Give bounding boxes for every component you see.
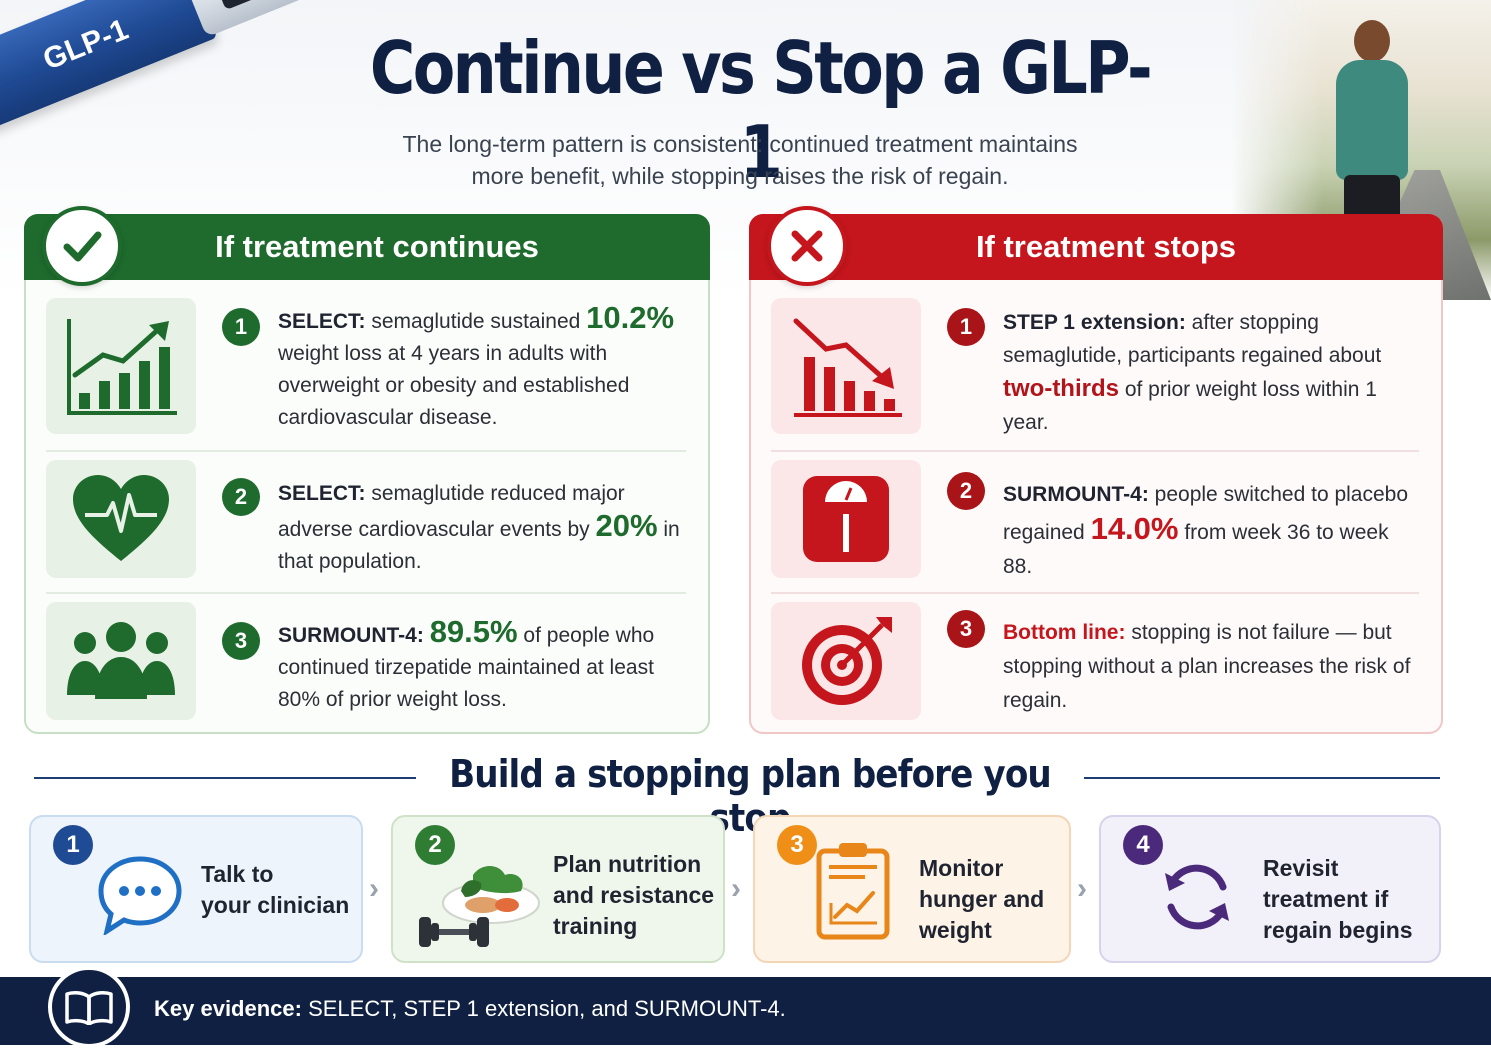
item-text: SURMOUNT-4: people switched to placebo r… (1003, 483, 1409, 578)
item-text: SELECT: semaglutide reduced major advers… (278, 482, 680, 573)
chevron-right-icon: › (731, 872, 741, 905)
plan-step-3: 3 Monitor hunger and weight (753, 815, 1071, 963)
stops-item-1: 1 STEP 1 extension: after stopping semag… (771, 296, 1419, 452)
highlight-value: two-thirds (1003, 375, 1119, 402)
speech-bubble-icon (97, 853, 183, 940)
item-text: SURMOUNT-4: 89.5% of people who continue… (278, 614, 655, 712)
plan-divider-left (34, 777, 416, 779)
item-number: 1 (947, 308, 985, 346)
step-label: Plan nutrition and resistance training (553, 851, 715, 939)
stops-panel-header: If treatment stops (749, 206, 1443, 286)
page-title: Continue vs Stop a GLP-1 (369, 26, 1153, 194)
item-number: 1 (222, 308, 260, 346)
item-text: STEP 1 extension: after stopping semaglu… (1003, 311, 1382, 434)
continues-item-2: 2 SELECT: semaglutide reduced major adve… (46, 456, 686, 594)
plan-step-1: 1 Talk to your clinician (29, 815, 363, 963)
highlight-value: 20% (595, 508, 658, 543)
falling-bar-chart-icon (771, 298, 921, 434)
plan-divider-right (1084, 777, 1440, 779)
stops-item-2: 2 SURMOUNT-4: people switched to placebo… (771, 456, 1419, 594)
continues-item-1: 1 SELECT: semaglutide sustained 10.2% we… (46, 296, 686, 452)
item-number: 2 (947, 472, 985, 510)
step-number: 3 (777, 825, 817, 865)
item-number: 2 (222, 478, 260, 516)
continues-item-3: 3 SURMOUNT-4: 89.5% of people who contin… (46, 598, 686, 722)
continues-panel-header: If treatment continues (24, 206, 710, 286)
step-label: Talk to your clinician (201, 861, 350, 918)
step-number: 2 (415, 825, 455, 865)
target-arrow-icon (771, 602, 921, 720)
highlight-value: 10.2% (586, 300, 675, 335)
checkmark-icon (42, 206, 122, 286)
item-text: SELECT: semaglutide sustained 10.2% weig… (278, 300, 675, 430)
clipboard-chart-icon (815, 841, 891, 946)
page-subtitle: The long-term pattern is consistent: con… (402, 131, 1078, 189)
highlight-value: 89.5% (429, 614, 518, 649)
continues-panel: If treatment continues 1 SELECT: semaglu… (24, 206, 710, 734)
plan-step-4: 4 Revisit treatment if regain begins (1099, 815, 1441, 963)
dumbbell-salad-icon (411, 861, 541, 958)
footer-evidence: Key evidence: SELECT, STEP 1 extension, … (154, 996, 786, 1021)
item-number: 3 (947, 610, 985, 648)
continues-panel-title: If treatment continues (215, 229, 539, 264)
step-label: Revisit treatment if regain begins (1263, 855, 1413, 943)
item-text: Bottom line: stopping is not failure — b… (1003, 621, 1411, 712)
plan-step-2: 2 Plan nutrition and resistance training (391, 815, 725, 963)
x-mark-icon (767, 206, 847, 286)
heart-pulse-icon (46, 460, 196, 578)
refresh-cycle-icon (1157, 857, 1237, 942)
chevron-right-icon: › (369, 872, 379, 905)
highlight-value: 14.0% (1090, 511, 1179, 546)
bathroom-scale-icon (771, 460, 921, 578)
chevron-right-icon: › (1077, 872, 1087, 905)
footer-bar (0, 977, 1491, 1045)
stops-panel: If treatment stops 1 STEP 1 extension: a… (749, 206, 1443, 734)
step-number: 4 (1123, 825, 1163, 865)
step-number: 1 (53, 825, 93, 865)
rising-bar-chart-icon (46, 298, 196, 434)
item-number: 3 (222, 622, 260, 660)
stops-panel-title: If treatment stops (975, 229, 1237, 264)
step-label: Monitor hunger and weight (919, 855, 1045, 943)
open-book-icon (48, 966, 130, 1048)
stops-item-3: 3 Bottom line: stopping is not failure —… (771, 598, 1419, 722)
plan-title: Build a stopping plan before you stop (449, 752, 1052, 840)
people-group-icon (46, 602, 196, 720)
